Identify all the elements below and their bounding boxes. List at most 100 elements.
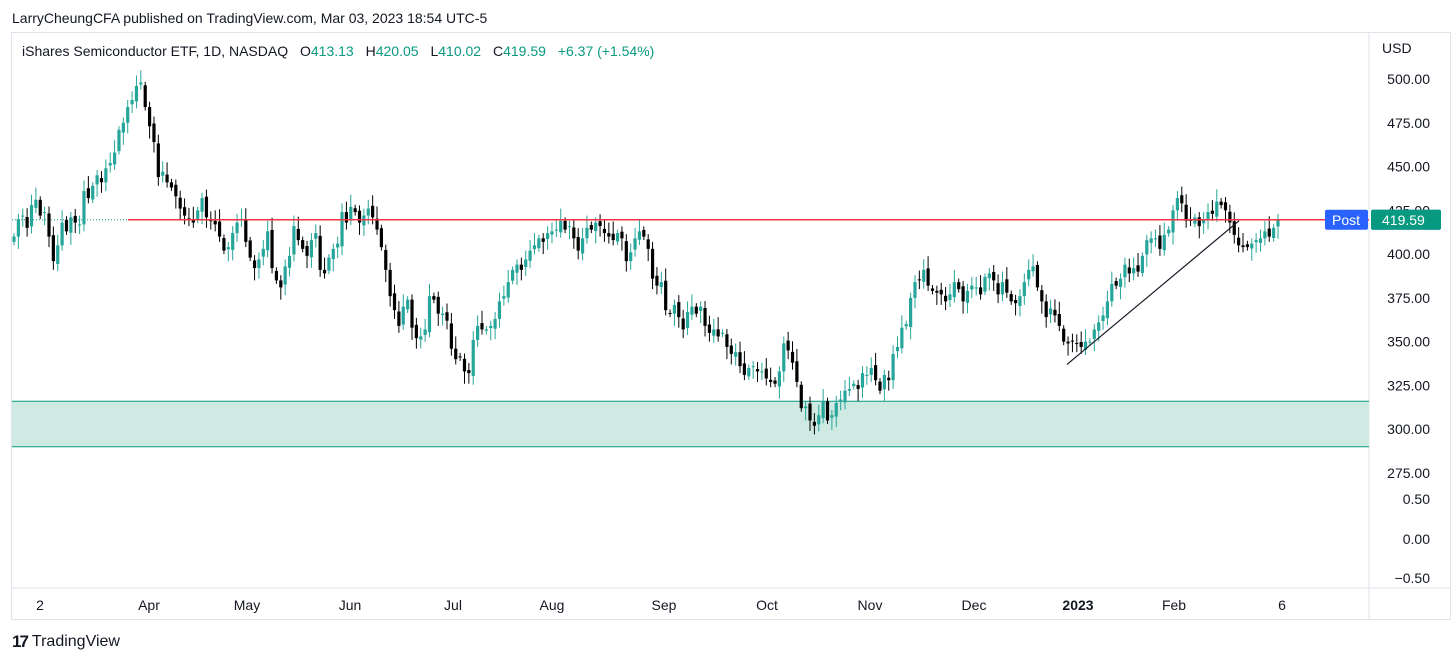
candle-body[interactable] xyxy=(821,401,825,419)
candle-body[interactable] xyxy=(1276,219,1280,227)
candle-body[interactable] xyxy=(611,233,615,241)
candle-body[interactable] xyxy=(187,218,191,220)
candle-body[interactable] xyxy=(1272,227,1276,239)
candle-body[interactable] xyxy=(511,269,515,281)
candle-body[interactable] xyxy=(174,184,178,197)
candle-body[interactable] xyxy=(913,282,917,298)
post-badge[interactable] xyxy=(1325,209,1368,230)
candle-body[interactable] xyxy=(1180,195,1184,204)
candle-body[interactable] xyxy=(685,311,690,329)
candle-body[interactable] xyxy=(926,268,930,286)
candle-body[interactable] xyxy=(423,329,427,336)
candle-body[interactable] xyxy=(1219,201,1223,206)
candle-body[interactable] xyxy=(1127,267,1131,274)
candle-body[interactable] xyxy=(978,287,983,295)
candle-body[interactable] xyxy=(852,383,856,387)
candle-body[interactable] xyxy=(1132,268,1136,274)
candle-body[interactable] xyxy=(874,365,878,381)
candle-body[interactable] xyxy=(1040,290,1044,302)
candle-body[interactable] xyxy=(930,288,935,291)
candle-body[interactable] xyxy=(974,287,978,289)
candle-body[interactable] xyxy=(357,210,362,223)
candle-body[interactable] xyxy=(257,259,261,269)
candle-body[interactable] xyxy=(1035,264,1040,288)
candle-body[interactable] xyxy=(1031,266,1035,272)
candle-body[interactable] xyxy=(559,220,563,233)
candle-body[interactable] xyxy=(642,229,646,237)
candle-body[interactable] xyxy=(694,306,698,314)
candle-body[interactable] xyxy=(996,283,1000,295)
candle-body[interactable] xyxy=(734,352,738,357)
candle-body[interactable] xyxy=(1250,243,1254,249)
candle-body[interactable] xyxy=(392,293,397,311)
candle-body[interactable] xyxy=(401,306,405,325)
candle-body[interactable] xyxy=(152,123,156,143)
candle-body[interactable] xyxy=(1101,315,1105,322)
candle-body[interactable] xyxy=(532,245,537,250)
candle-body[interactable] xyxy=(576,236,580,251)
candle-body[interactable] xyxy=(1110,283,1114,302)
candle-body[interactable] xyxy=(296,228,300,241)
candle-body[interactable] xyxy=(817,415,821,425)
candle-body[interactable] xyxy=(1044,301,1048,318)
candle-body[interactable] xyxy=(266,231,270,251)
candle-body[interactable] xyxy=(983,276,987,292)
candle-body[interactable] xyxy=(419,336,423,340)
candle-body[interactable] xyxy=(782,343,786,372)
candle-body[interactable] xyxy=(502,296,506,299)
candle-body[interactable] xyxy=(147,107,152,127)
candle-body[interactable] xyxy=(935,290,939,293)
candle-body[interactable] xyxy=(1105,301,1110,319)
candle-body[interactable] xyxy=(624,241,628,262)
candle-body[interactable] xyxy=(301,240,305,249)
candle-body[interactable] xyxy=(895,346,900,352)
candle-body[interactable] xyxy=(672,304,677,314)
candle-body[interactable] xyxy=(497,301,502,319)
candle-body[interactable] xyxy=(554,229,558,231)
candle-body[interactable] xyxy=(720,332,725,334)
candle-body[interactable] xyxy=(73,215,77,223)
candle-body[interactable] xyxy=(1066,341,1070,344)
candle-body[interactable] xyxy=(629,252,633,262)
candle-body[interactable] xyxy=(965,290,970,303)
candle-body[interactable] xyxy=(445,312,449,321)
candle-body[interactable] xyxy=(537,238,541,249)
candle-body[interactable] xyxy=(777,371,781,387)
candle-body[interactable] xyxy=(1228,211,1232,223)
candle-body[interactable] xyxy=(244,220,248,242)
candle-body[interactable] xyxy=(843,390,847,403)
candle-body[interactable] xyxy=(462,358,467,372)
candle-body[interactable] xyxy=(699,306,703,311)
candle-body[interactable] xyxy=(384,249,388,270)
candle-body[interactable] xyxy=(1022,282,1026,297)
candle-body[interactable] xyxy=(572,227,576,239)
candle-body[interactable] xyxy=(860,373,865,388)
candle-body[interactable] xyxy=(703,308,707,326)
candle-body[interactable] xyxy=(869,367,873,375)
candle-body[interactable] xyxy=(21,215,25,217)
candle-body[interactable] xyxy=(917,279,921,281)
candle-body[interactable] xyxy=(738,352,742,367)
candle-body[interactable] xyxy=(1210,210,1214,214)
candle-body[interactable] xyxy=(489,325,493,329)
candle-body[interactable] xyxy=(305,246,309,256)
candle-body[interactable] xyxy=(78,224,82,226)
candle-body[interactable] xyxy=(602,228,607,234)
candle-body[interactable] xyxy=(834,402,838,417)
candle-body[interactable] xyxy=(1162,234,1166,251)
candle-body[interactable] xyxy=(235,222,239,234)
candle-body[interactable] xyxy=(799,384,803,409)
candle-body[interactable] xyxy=(458,356,462,358)
candle-body[interactable] xyxy=(668,312,672,314)
candle-body[interactable] xyxy=(331,248,335,260)
candle-body[interactable] xyxy=(43,212,47,214)
candle-body[interactable] xyxy=(528,250,532,261)
candle-body[interactable] xyxy=(143,85,147,108)
candle-body[interactable] xyxy=(261,248,265,257)
candle-body[interactable] xyxy=(82,191,86,225)
candle-body[interactable] xyxy=(830,415,834,418)
candle-body[interactable] xyxy=(747,367,751,377)
candle-body[interactable] xyxy=(1092,329,1096,339)
candle-body[interactable] xyxy=(515,264,519,273)
candle-body[interactable] xyxy=(196,210,200,220)
